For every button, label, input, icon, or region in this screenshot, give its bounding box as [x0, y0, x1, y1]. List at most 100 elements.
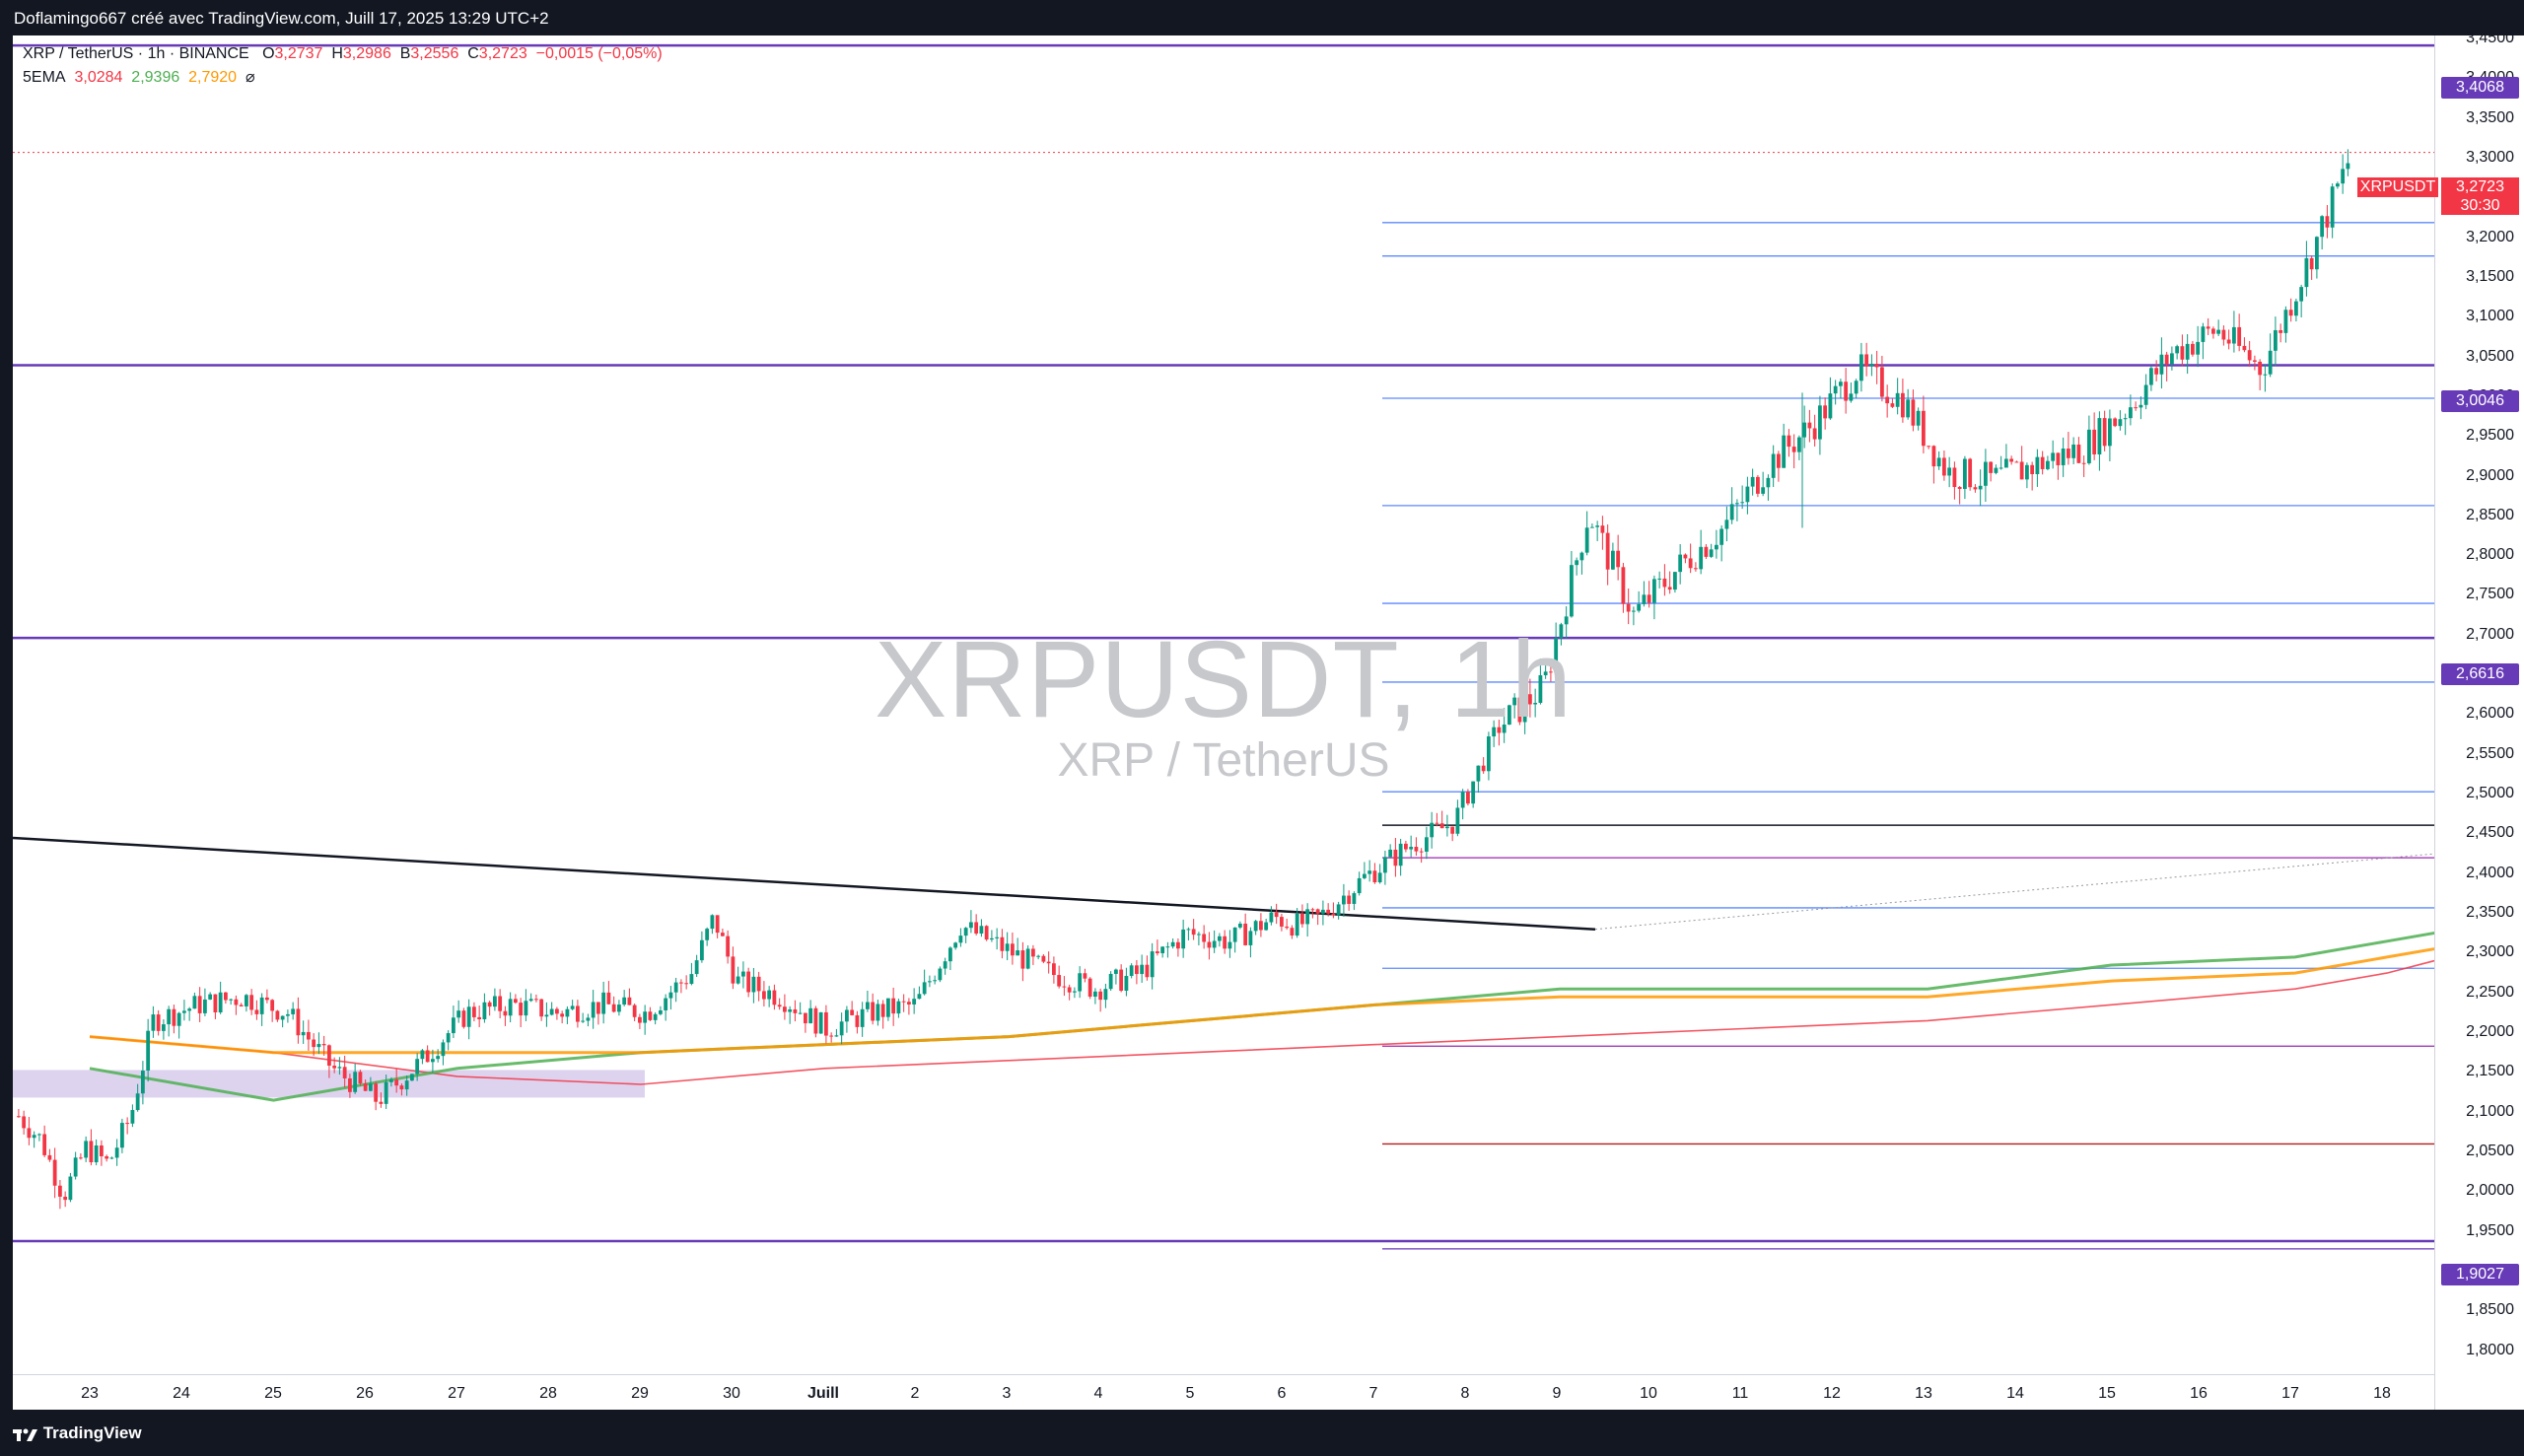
candle-body[interactable]: [1140, 964, 1145, 975]
candle-body[interactable]: [1093, 991, 1097, 998]
candle-body[interactable]: [938, 968, 943, 981]
candle-body[interactable]: [576, 1005, 580, 1022]
candle-body[interactable]: [1528, 694, 1532, 705]
candle-body[interactable]: [1295, 913, 1299, 936]
candle-body[interactable]: [866, 1002, 870, 1009]
candle-body[interactable]: [1398, 843, 1403, 867]
candle-body[interactable]: [203, 999, 207, 1013]
candle-body[interactable]: [436, 1056, 441, 1060]
candle-body[interactable]: [280, 1015, 285, 1020]
candle-body[interactable]: [1269, 912, 1274, 923]
candle-body[interactable]: [213, 994, 218, 1013]
candle-body[interactable]: [2025, 464, 2029, 480]
candle-body[interactable]: [528, 999, 533, 1002]
candle-body[interactable]: [446, 1033, 451, 1043]
candle-body[interactable]: [1098, 991, 1103, 1001]
candle-body[interactable]: [42, 1134, 47, 1155]
candle-body[interactable]: [824, 1011, 828, 1036]
candle-body[interactable]: [2315, 237, 2319, 270]
candle-body[interactable]: [508, 999, 513, 1016]
level-price-tag[interactable]: 1,9027: [2441, 1264, 2519, 1285]
candle-body[interactable]: [896, 1001, 901, 1014]
candle-body[interactable]: [2046, 460, 2050, 469]
candle-body[interactable]: [1554, 638, 1559, 672]
candle-body[interactable]: [1197, 934, 1201, 936]
candle-body[interactable]: [922, 982, 927, 995]
candle-body[interactable]: [1124, 975, 1129, 992]
candle-body[interactable]: [2009, 458, 2014, 462]
candle-body[interactable]: [2004, 458, 2008, 468]
candle-body[interactable]: [2113, 418, 2118, 427]
candle-body[interactable]: [958, 936, 963, 943]
candle-body[interactable]: [1073, 991, 1077, 993]
candle-body[interactable]: [1621, 567, 1626, 604]
candle-body[interactable]: [384, 1081, 388, 1104]
candle-body[interactable]: [783, 1006, 787, 1012]
candle-body[interactable]: [1782, 435, 1787, 468]
candle-body[interactable]: [591, 1002, 596, 1018]
candle-body[interactable]: [1750, 476, 1755, 487]
candle-body[interactable]: [109, 1157, 114, 1159]
price-chart-svg[interactable]: [13, 35, 2434, 1410]
candle-body[interactable]: [374, 1083, 379, 1102]
candle-body[interactable]: [664, 998, 668, 1010]
candle-body[interactable]: [834, 1035, 839, 1037]
candle-body[interactable]: [1507, 705, 1511, 726]
candle-body[interactable]: [653, 1013, 658, 1020]
candle-body[interactable]: [1087, 978, 1092, 998]
candle-body[interactable]: [2087, 429, 2091, 463]
candle-body[interactable]: [2268, 350, 2273, 375]
candle-body[interactable]: [394, 1079, 399, 1086]
candle-body[interactable]: [1931, 446, 1936, 467]
candle-body[interactable]: [1989, 461, 1994, 473]
candle-body[interactable]: [1812, 428, 1817, 440]
candle-body[interactable]: [1839, 381, 1843, 386]
candle-body[interactable]: [84, 1141, 89, 1158]
candle-body[interactable]: [1020, 950, 1025, 969]
candle-body[interactable]: [995, 936, 1000, 938]
candle-body[interactable]: [880, 1004, 885, 1017]
candle-body[interactable]: [52, 1159, 57, 1186]
candle-body[interactable]: [1673, 572, 1677, 590]
candle-body[interactable]: [1326, 909, 1331, 914]
candle-body[interactable]: [369, 1083, 373, 1091]
candle-body[interactable]: [1756, 476, 1760, 494]
candle-body[interactable]: [1052, 963, 1056, 976]
candle-body[interactable]: [245, 995, 248, 1006]
candle-body[interactable]: [1357, 877, 1362, 894]
candle-body[interactable]: [1487, 736, 1491, 772]
candle-body[interactable]: [1232, 927, 1237, 942]
candle-body[interactable]: [1223, 936, 1227, 949]
candle-body[interactable]: [705, 929, 710, 940]
candle-body[interactable]: [845, 1009, 849, 1022]
candle-body[interactable]: [2247, 350, 2252, 361]
candle-body[interactable]: [2330, 186, 2335, 228]
candle-body[interactable]: [2274, 329, 2278, 351]
candle-body[interactable]: [1243, 923, 1248, 945]
candle-body[interactable]: [611, 1004, 616, 1012]
candle-body[interactable]: [813, 1007, 818, 1034]
candle-body[interactable]: [2201, 326, 2206, 342]
candle-body[interactable]: [684, 983, 689, 985]
candle-body[interactable]: [1181, 929, 1186, 949]
candle-body[interactable]: [808, 1007, 813, 1024]
candle-body[interactable]: [1041, 955, 1046, 962]
candle-body[interactable]: [162, 1024, 166, 1031]
candle-body[interactable]: [1678, 554, 1683, 573]
candle-body[interactable]: [353, 1072, 358, 1092]
candle-body[interactable]: [1502, 725, 1507, 733]
candle-body[interactable]: [990, 937, 994, 940]
candle-body[interactable]: [275, 1010, 280, 1020]
candle-body[interactable]: [2288, 310, 2293, 316]
candle-body[interactable]: [907, 1002, 911, 1005]
candle-body[interactable]: [606, 992, 611, 1005]
candle-body[interactable]: [1414, 847, 1419, 852]
candle-body[interactable]: [912, 999, 917, 1005]
candle-body[interactable]: [767, 990, 772, 1000]
candle-body[interactable]: [1699, 546, 1704, 570]
candle-body[interactable]: [141, 1071, 145, 1094]
candle-body[interactable]: [762, 991, 766, 1000]
candle-body[interactable]: [337, 1067, 342, 1069]
candle-body[interactable]: [1512, 697, 1517, 706]
candle-body[interactable]: [1844, 381, 1849, 401]
